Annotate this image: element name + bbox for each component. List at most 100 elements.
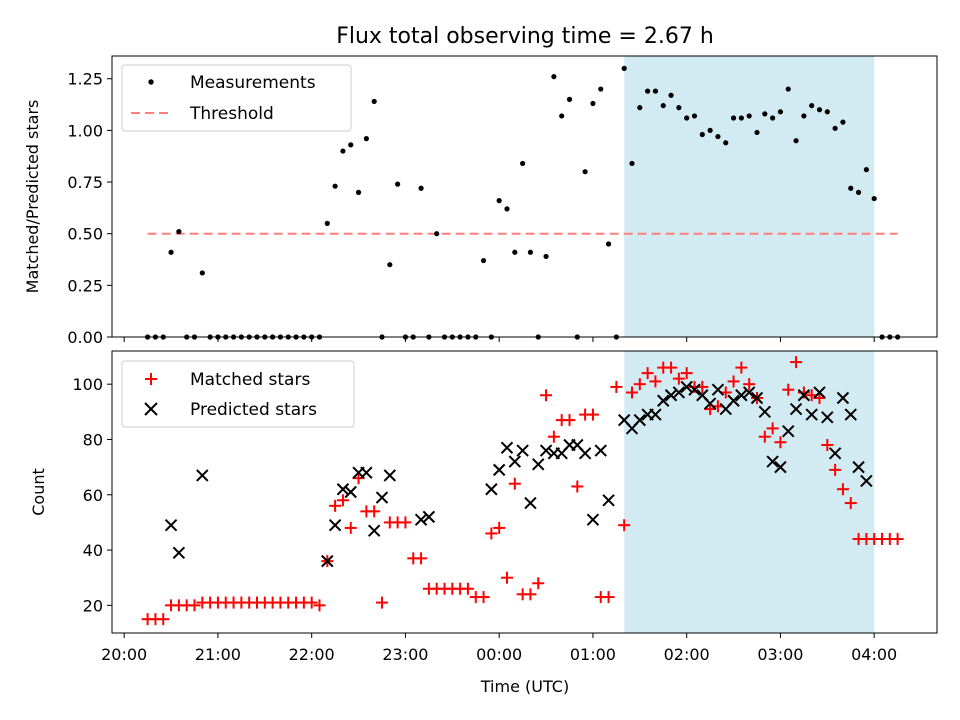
predicted-star-point [711, 383, 725, 396]
predicted-star-point [328, 518, 342, 532]
measurement-point [785, 86, 791, 92]
matched-star-point [501, 571, 513, 584]
measurement-point [668, 92, 674, 98]
measurement-point [363, 136, 369, 142]
measurement-point [512, 249, 518, 255]
matched-star-point [829, 463, 842, 476]
legend-measurements-label: Measurements [190, 73, 316, 93]
predicted-star-point [680, 380, 693, 394]
measurement-point [496, 198, 502, 204]
matched-star-point [633, 378, 646, 391]
measurement-point [551, 74, 557, 80]
predicted-star-point [766, 455, 779, 468]
measurement-point [559, 113, 565, 119]
predicted-star-point [516, 444, 529, 457]
matched-star-point [672, 372, 685, 385]
matched-star-point [540, 389, 553, 402]
bottom-panel: 20 40 60 80 100 20:00 21:00 22:00 23:00 00:00 01:… [29, 350, 938, 696]
measurement-point [324, 220, 330, 226]
x-axis-label: Time (UTC) [480, 677, 569, 696]
top-y-axis-label: Matched/Predicted stars [23, 100, 42, 294]
matched-star-point [790, 356, 803, 369]
matched-star-point [836, 483, 849, 496]
y-tick-label: 0.00 [67, 328, 103, 347]
matched-star-point [329, 499, 342, 512]
measurement-point [832, 125, 838, 131]
predicted-star-point [336, 483, 350, 496]
legend-matched-label: Matched stars [190, 370, 310, 390]
predicted-star-point [375, 491, 389, 504]
measurement-point [824, 109, 830, 115]
predicted-star-point [688, 383, 701, 396]
matched-star-point [704, 403, 717, 416]
measurement-point [863, 167, 869, 173]
matched-stars-points [141, 356, 904, 626]
matched-star-point [586, 408, 599, 421]
predicted-star-point [321, 554, 334, 568]
matched-star-point [680, 367, 693, 380]
measurement-point [840, 119, 846, 125]
measurement-point [598, 86, 604, 92]
measurement-point [801, 113, 807, 119]
predicted-star-point [367, 524, 381, 537]
measurement-point [621, 65, 627, 71]
bottom-axes-frame [111, 350, 938, 634]
measurement-point [520, 160, 526, 167]
matched-star-point [188, 599, 201, 612]
measurement-point [691, 113, 698, 119]
matched-star-point [305, 596, 318, 609]
x-tick-label: 20:00 [101, 645, 147, 664]
matched-star-point [571, 480, 584, 493]
x-tick-label: 21:00 [195, 645, 241, 664]
matched-star-point [602, 591, 615, 604]
measurement-point [699, 131, 705, 138]
x-tick-label: 02:00 [664, 645, 710, 664]
predicted-star-point [360, 466, 373, 479]
measurement-point [684, 115, 690, 121]
matched-star-point [157, 613, 170, 626]
matched-star-point [782, 383, 795, 396]
matched-star-point [641, 367, 654, 380]
predicted-star-point [797, 389, 811, 402]
top-legend-box [121, 64, 352, 132]
measurement-point [660, 102, 666, 109]
bottom-legend-box [121, 360, 355, 428]
matched-star-point [368, 505, 381, 518]
predicted-star-point [532, 458, 545, 471]
predicted-star-point [672, 386, 686, 399]
predicted-star-point [657, 394, 670, 407]
measurement-point [855, 189, 862, 195]
top-y-ticks: 0.00 0.25 0.50 0.75 1.00 1.25 [67, 70, 112, 347]
predicted-star-point [172, 546, 186, 560]
measurement-point [723, 140, 729, 146]
predicted-star-point [164, 518, 178, 532]
measurement-point [676, 105, 682, 111]
x-tick-label: 00:00 [476, 645, 522, 664]
matched-star-point [376, 596, 388, 609]
predicted-star-point [805, 408, 818, 421]
measurement-point [730, 115, 737, 121]
predicted-star-point [414, 513, 428, 526]
legend-measurements-marker [148, 79, 154, 85]
measurement-point [340, 148, 346, 154]
predicted-star-point [836, 391, 850, 405]
x-tick-label: 03:00 [757, 645, 803, 664]
predicted-star-point [594, 444, 607, 457]
predicted-star-point [844, 408, 857, 421]
matched-star-point [493, 521, 506, 534]
y-tick-label: 40 [83, 541, 103, 560]
measurement-point [746, 113, 752, 119]
predicted-star-point [828, 447, 842, 460]
predicted-star-point [524, 496, 537, 510]
measurement-point [809, 102, 815, 109]
y-tick-label: 0.50 [67, 225, 103, 244]
measurement-point [582, 169, 588, 175]
measurement-point [777, 109, 784, 115]
measurement-point [527, 249, 534, 255]
x-tick-label: 23:00 [382, 645, 428, 664]
predicted-star-point [758, 405, 772, 419]
bottom-legend: Matched stars Predicted stars [121, 360, 355, 428]
predicted-star-point [664, 389, 678, 402]
predicted-star-point [852, 460, 865, 474]
predicted-star-point [789, 402, 803, 416]
